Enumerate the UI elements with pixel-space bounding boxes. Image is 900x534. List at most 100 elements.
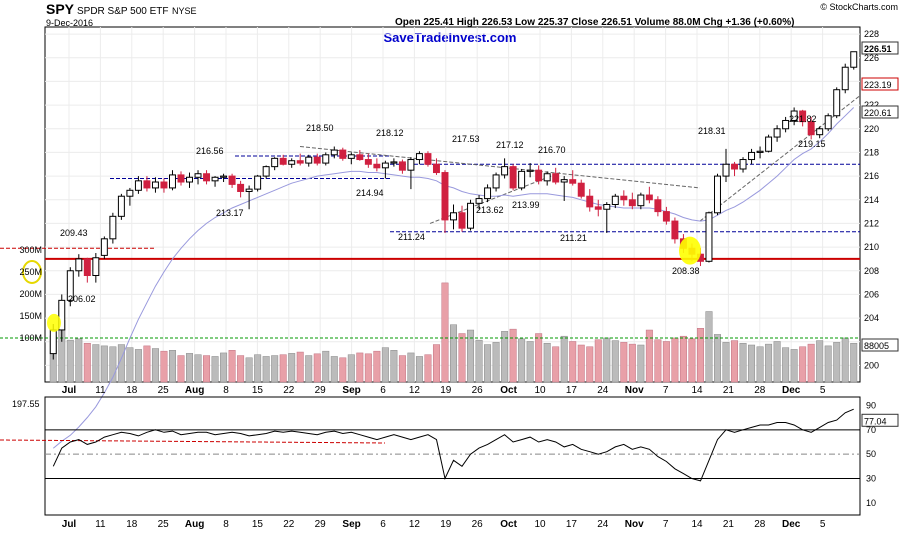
candle-body [552, 173, 560, 183]
annotation-label: 213.17 [216, 208, 244, 218]
volume-bar [688, 338, 696, 383]
candle-body [220, 175, 228, 178]
candle-body [356, 154, 364, 161]
annotation-label: 213.99 [512, 200, 540, 210]
volume-bar [671, 337, 679, 383]
volume-bar [134, 349, 142, 383]
price-tick-label: 210 [864, 242, 879, 252]
date-tick-label: 7 [663, 385, 669, 396]
candle-body [620, 195, 628, 201]
price-tick-label: 200 [864, 360, 879, 370]
candle-body [134, 180, 142, 191]
candle-body [160, 181, 168, 189]
candle-body [603, 204, 611, 210]
volume-bar [833, 342, 841, 383]
osc-last-label: 77.04 [864, 416, 887, 426]
candle-body [705, 212, 713, 262]
volume-bar [484, 344, 492, 383]
volume-bar [552, 346, 560, 383]
volume-bar [92, 344, 100, 383]
volume-bar [535, 333, 543, 383]
candle-body [109, 215, 117, 240]
candle-body [637, 194, 645, 207]
annotation-label: 221.82 [789, 114, 817, 124]
volume-bar [628, 343, 636, 383]
volume-bar [109, 346, 117, 383]
volume-bar [696, 328, 704, 383]
price-tag [861, 105, 899, 119]
date-tick-label-bottom: 15 [252, 519, 264, 530]
price-tick-label: 220 [864, 124, 879, 134]
volume-bar [467, 329, 475, 383]
candle-body [748, 151, 756, 161]
price-tick-label: 212 [864, 218, 879, 228]
volume-bar [731, 340, 739, 383]
candle-body [313, 156, 321, 164]
candle-body [671, 220, 679, 240]
volume-bar [705, 311, 713, 383]
candle-body [339, 149, 347, 159]
price-tick-label: 208 [864, 266, 879, 276]
candle-body [432, 163, 440, 174]
volume-bar [305, 355, 313, 383]
volume-bar [526, 341, 534, 383]
date-tick-label-bottom: 17 [566, 519, 578, 530]
annotation-label: 217.12 [496, 140, 524, 150]
highlight-jul [47, 313, 61, 332]
candle-body [816, 128, 824, 136]
price-tag-label: 223.19 [864, 80, 892, 90]
date-tick-label-bottom: 28 [754, 519, 766, 530]
date-tick-label: 22 [283, 385, 295, 396]
price-tick-label: 218 [864, 147, 879, 157]
date-tick-label: 24 [597, 385, 609, 396]
annotation-label: 219.15 [798, 139, 826, 149]
date-tick-label-bottom: 21 [723, 519, 735, 530]
volume-bar [424, 354, 432, 383]
price-axis: 2282262242222202182162142122102082062042… [861, 29, 899, 370]
candle-body [441, 172, 449, 221]
volume-bar [186, 353, 193, 383]
annotations: 209.43 206.02 216.56 213.17 218.50 218.12 214.… [22, 114, 826, 332]
candle-body [126, 189, 134, 197]
volume-bar [594, 339, 602, 383]
volume-bar [782, 347, 790, 383]
volume-bar [645, 329, 653, 383]
price-tick-label: 214 [864, 195, 879, 205]
volume-bar [458, 333, 466, 383]
volume-bar [245, 357, 253, 383]
candle-body [654, 199, 662, 213]
volume-axis: 300M 250M 200M 150M 100M [19, 245, 42, 343]
volume-bar [254, 354, 262, 383]
candle-body [177, 174, 185, 183]
level-lines [0, 95, 861, 339]
candle-body [203, 173, 211, 182]
volume-bar [492, 342, 500, 383]
candle-body [484, 187, 492, 200]
candle-body [381, 162, 389, 169]
volume-bar [160, 350, 168, 383]
volume-bar [203, 355, 211, 383]
date-tick-label: 12 [409, 385, 421, 396]
candle-body [330, 149, 338, 156]
candle-body [467, 202, 475, 229]
candle-body [560, 179, 568, 183]
candle-body [254, 175, 262, 190]
volume-bar [211, 356, 219, 383]
volume-bar [330, 356, 338, 383]
volume-bar [66, 339, 74, 383]
candle-body [577, 182, 585, 197]
volume-bar [288, 353, 296, 383]
candle-body [228, 175, 236, 185]
date-tick-label-bottom: 18 [126, 519, 138, 530]
candle-body [543, 173, 551, 182]
date-tick-label: Sep [342, 385, 360, 396]
date-tick-label: Aug [185, 385, 204, 396]
date-tick-label: 8 [223, 385, 229, 396]
candle-body [739, 159, 747, 170]
candle-body [117, 195, 125, 217]
candle-body [731, 163, 739, 170]
volume-bar [432, 344, 440, 383]
annotation-label: 209.43 [60, 228, 88, 238]
date-tick-label: Dec [782, 385, 801, 396]
